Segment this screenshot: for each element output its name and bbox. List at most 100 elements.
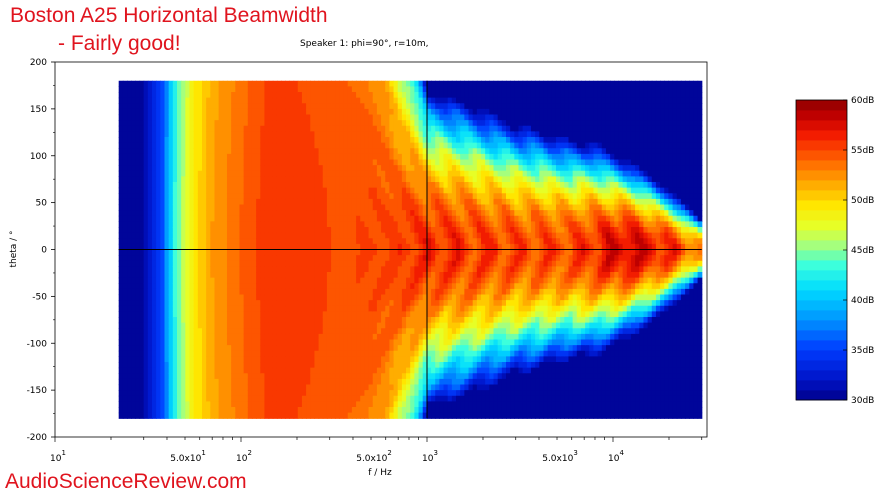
heatmap-cell [197, 412, 203, 419]
heatmap-cell [460, 317, 465, 324]
heatmap-cell [131, 373, 136, 380]
heatmap-cell [335, 221, 341, 228]
heatmap-cell [301, 125, 307, 132]
heatmap-cell [293, 255, 299, 262]
heatmap-cell [447, 142, 453, 149]
heatmap-cell [331, 362, 336, 369]
heatmap-cell [376, 339, 382, 346]
heatmap-cell [347, 333, 353, 341]
heatmap-cell [460, 165, 465, 172]
heatmap-cell [156, 86, 161, 93]
heatmap-cell [439, 159, 445, 166]
heatmap-cell [247, 378, 253, 386]
heatmap-cell [139, 373, 145, 380]
heatmap-cell [281, 108, 286, 116]
heatmap-cell [276, 328, 282, 335]
heatmap-cell [276, 266, 282, 273]
heatmap-cell [364, 108, 370, 116]
heatmap-cell [239, 294, 245, 301]
heatmap-cell [293, 193, 299, 200]
heatmap-cell [168, 92, 174, 99]
heatmap-cell [152, 227, 157, 234]
heatmap-cell [185, 125, 191, 132]
heatmap-cell [235, 362, 241, 369]
heatmap-cell [443, 86, 449, 93]
heatmap-cell [264, 317, 270, 324]
heatmap-cell [189, 339, 195, 346]
heatmap-cell [152, 373, 157, 380]
heatmap-cell [276, 221, 282, 228]
heatmap-cell [168, 97, 174, 104]
heatmap-cell [460, 103, 465, 110]
heatmap-cell [281, 142, 286, 149]
heatmap-cell [435, 249, 440, 256]
heatmap-cell [456, 390, 461, 397]
heatmap-cell [418, 390, 424, 397]
heatmap-cell [389, 182, 395, 189]
heatmap-cell [131, 356, 136, 363]
heatmap-cell [135, 120, 141, 127]
heatmap-cell [306, 238, 311, 245]
heatmap-cell [118, 412, 124, 419]
heatmap-cell [193, 80, 199, 87]
heatmap-cell [281, 350, 286, 357]
heatmap-cell [235, 103, 241, 110]
heatmap-cell [201, 153, 207, 161]
heatmap-cell [439, 412, 445, 419]
heatmap-cell [210, 131, 216, 138]
heatmap-cell [326, 238, 332, 245]
heatmap-cell [239, 249, 245, 256]
heatmap-cell [177, 378, 182, 386]
heatmap-cell [276, 249, 282, 256]
heatmap-cell [451, 227, 457, 234]
heatmap-cell [201, 142, 207, 149]
heatmap-cell [268, 204, 274, 211]
heatmap-cell [185, 193, 191, 200]
heatmap-cell [464, 103, 470, 110]
heatmap-cell [135, 384, 141, 391]
heatmap-cell [310, 103, 316, 110]
heatmap-cell [181, 272, 186, 279]
heatmap-cell [381, 249, 386, 256]
heatmap-cell [360, 339, 365, 346]
heatmap-cell [351, 378, 357, 386]
heatmap-cell [118, 148, 124, 155]
heatmap-cell [226, 193, 232, 200]
heatmap-cell [251, 131, 257, 138]
heatmap-cell [177, 317, 182, 324]
heatmap-cell [318, 322, 324, 329]
heatmap-cell [256, 333, 261, 341]
heatmap-cell [414, 187, 420, 194]
heatmap-cell [456, 80, 461, 87]
heatmap-cell [431, 215, 436, 222]
heatmap-cell [447, 86, 453, 93]
heatmap-cell [422, 322, 428, 329]
heatmap-cell [251, 165, 257, 172]
heatmap-cell [414, 378, 420, 386]
heatmap-cell [156, 204, 161, 211]
heatmap-cell [322, 153, 328, 161]
heatmap-cell [351, 260, 357, 267]
heatmap-cell [335, 283, 341, 290]
heatmap-cell [460, 384, 465, 391]
heatmap-cell [235, 333, 241, 341]
heatmap-cell [281, 221, 286, 228]
heatmap-cell [289, 86, 295, 93]
heatmap-cell [135, 339, 141, 346]
heatmap-cell [435, 345, 440, 352]
heatmap-cell [447, 401, 453, 408]
heatmap-cell [443, 362, 449, 369]
heatmap-cell [301, 243, 307, 251]
heatmap-cell [131, 114, 136, 121]
heatmap-cell [189, 288, 195, 296]
heatmap-cell [410, 210, 415, 217]
heatmap-cell [243, 333, 249, 341]
heatmap-cell [268, 412, 274, 419]
heatmap-cell [385, 204, 390, 211]
heatmap-cell [264, 170, 270, 177]
heatmap-cell [185, 367, 191, 374]
heatmap-cell [397, 305, 403, 312]
heatmap-cell [214, 108, 220, 116]
heatmap-cell [268, 243, 274, 251]
heatmap-cell [376, 97, 382, 104]
